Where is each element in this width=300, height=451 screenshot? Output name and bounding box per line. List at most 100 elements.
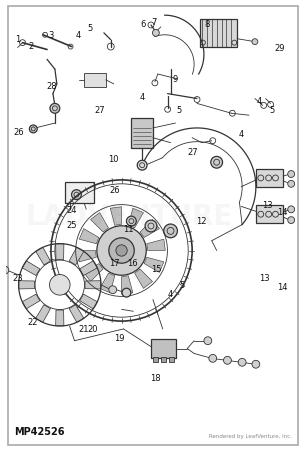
Polygon shape: [144, 257, 164, 272]
Polygon shape: [56, 244, 64, 260]
Text: 5: 5: [177, 106, 182, 115]
Text: 7: 7: [152, 18, 157, 27]
Text: 21: 21: [79, 325, 89, 334]
Circle shape: [109, 238, 134, 263]
Text: 24: 24: [67, 206, 77, 215]
Polygon shape: [100, 273, 115, 293]
Polygon shape: [22, 261, 40, 276]
Text: 8: 8: [205, 20, 210, 29]
Circle shape: [211, 156, 223, 168]
Polygon shape: [84, 263, 103, 281]
Text: 18: 18: [151, 373, 161, 382]
Circle shape: [209, 354, 217, 362]
Text: 17: 17: [110, 258, 120, 267]
Polygon shape: [140, 220, 160, 237]
Circle shape: [224, 356, 231, 364]
Text: 2: 2: [28, 42, 34, 51]
Polygon shape: [19, 281, 34, 289]
Polygon shape: [22, 294, 40, 309]
Text: 13: 13: [262, 201, 273, 210]
Text: 27: 27: [187, 148, 198, 157]
Text: 26: 26: [110, 186, 120, 195]
Bar: [151, 339, 176, 359]
Text: 23: 23: [12, 274, 23, 283]
Text: Rendered by LeafVenture, Inc.: Rendered by LeafVenture, Inc.: [209, 434, 292, 439]
Circle shape: [145, 220, 157, 232]
Bar: [256, 169, 283, 187]
Polygon shape: [91, 212, 109, 232]
Polygon shape: [78, 250, 96, 262]
Polygon shape: [69, 247, 84, 265]
Circle shape: [288, 206, 295, 213]
Text: 16: 16: [127, 258, 138, 267]
Circle shape: [288, 216, 295, 224]
Circle shape: [152, 29, 159, 36]
Circle shape: [164, 224, 177, 238]
Text: 10: 10: [108, 155, 119, 164]
Text: 4: 4: [168, 290, 173, 299]
Circle shape: [252, 360, 260, 368]
Circle shape: [288, 170, 295, 177]
Circle shape: [288, 180, 295, 187]
Text: MP42526: MP42526: [14, 427, 64, 437]
Polygon shape: [135, 269, 152, 288]
Circle shape: [1, 266, 9, 274]
Bar: [169, 357, 173, 362]
Text: 4: 4: [75, 31, 80, 40]
Text: 5: 5: [180, 281, 185, 290]
Polygon shape: [69, 305, 84, 322]
Polygon shape: [110, 207, 122, 225]
Circle shape: [116, 245, 127, 256]
Text: 26: 26: [14, 128, 24, 137]
Text: 11: 11: [123, 226, 133, 235]
Text: 9: 9: [172, 75, 178, 84]
Circle shape: [122, 288, 131, 297]
Circle shape: [97, 226, 146, 275]
Polygon shape: [80, 294, 97, 309]
Bar: [161, 357, 166, 362]
Text: 4: 4: [238, 130, 244, 139]
Text: 3: 3: [49, 31, 54, 40]
Text: 13: 13: [260, 274, 270, 283]
Bar: [200, 19, 237, 46]
Polygon shape: [56, 310, 64, 326]
Circle shape: [204, 337, 212, 345]
Text: 19: 19: [114, 334, 124, 343]
Circle shape: [252, 39, 258, 45]
Circle shape: [127, 216, 136, 226]
Text: 28: 28: [46, 82, 57, 91]
Polygon shape: [128, 208, 143, 228]
Text: LADVENTURE: LADVENTURE: [26, 202, 233, 230]
Text: 12: 12: [196, 216, 207, 226]
Text: 25: 25: [67, 221, 77, 230]
Bar: [65, 182, 94, 203]
Text: 20: 20: [87, 325, 98, 334]
Text: 14: 14: [277, 283, 288, 292]
Polygon shape: [147, 239, 165, 250]
Polygon shape: [79, 229, 99, 244]
Polygon shape: [36, 247, 50, 265]
Polygon shape: [36, 305, 50, 322]
Bar: [256, 205, 283, 223]
Circle shape: [137, 160, 147, 170]
Text: 4: 4: [256, 97, 261, 106]
Circle shape: [29, 125, 37, 133]
Text: 22: 22: [27, 318, 38, 327]
Text: 5: 5: [87, 24, 92, 33]
Text: 5: 5: [269, 106, 275, 115]
Bar: [131, 118, 153, 147]
Circle shape: [50, 103, 60, 113]
Circle shape: [71, 190, 81, 199]
Polygon shape: [80, 261, 97, 276]
Text: 29: 29: [274, 44, 285, 53]
Bar: [153, 357, 158, 362]
Bar: [84, 73, 106, 87]
Text: 15: 15: [151, 265, 161, 274]
Polygon shape: [122, 276, 133, 294]
Text: 1: 1: [15, 35, 20, 44]
Circle shape: [238, 359, 246, 366]
Text: 4: 4: [140, 93, 145, 102]
Circle shape: [109, 286, 117, 294]
Polygon shape: [85, 281, 101, 289]
Text: 14: 14: [277, 208, 288, 217]
